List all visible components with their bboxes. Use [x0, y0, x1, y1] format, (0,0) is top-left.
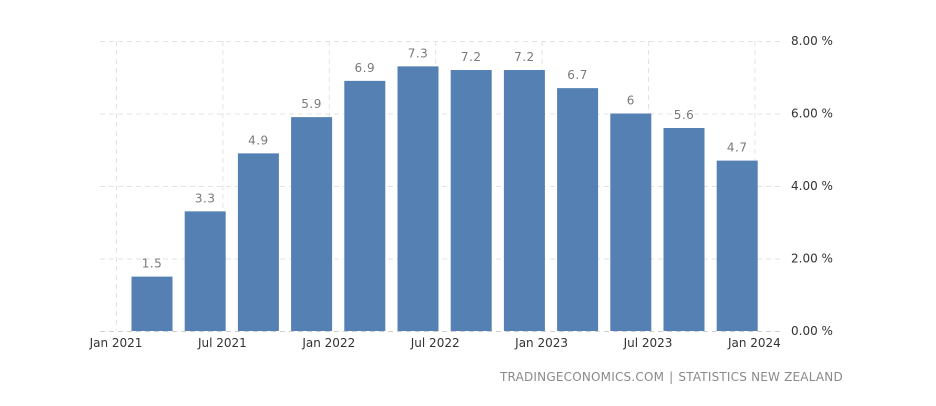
source-site: TRADINGECONOMICS.COM — [500, 370, 665, 384]
data-label-6: 7.3 — [408, 46, 429, 60]
data-label-3: 4.9 — [248, 133, 269, 147]
bar-3 — [237, 153, 279, 331]
data-label-4: 5.9 — [301, 97, 322, 111]
bar-11 — [663, 128, 705, 331]
data-label-5: 6.9 — [355, 61, 376, 75]
bar-12 — [716, 160, 758, 331]
x-tick-label: Jan 2021 — [89, 336, 143, 350]
x-tick-label: Jan 2022 — [301, 336, 355, 350]
bar-9 — [557, 88, 599, 331]
bar-10 — [610, 113, 652, 331]
bar-2 — [184, 211, 226, 331]
data-label-11: 5.6 — [674, 108, 695, 122]
x-tick-label: Jan 2023 — [514, 336, 568, 350]
bar-1 — [131, 276, 173, 331]
bar-8 — [503, 70, 545, 331]
data-label-9: 6.7 — [567, 68, 588, 82]
bar-4 — [291, 117, 333, 331]
y-tick-label: 0.00 % — [791, 324, 833, 338]
source-provider: STATISTICS NEW ZEALAND — [678, 370, 843, 384]
bar-7 — [450, 70, 492, 331]
data-label-2: 3.3 — [195, 191, 216, 205]
y-tick-label: 2.00 % — [791, 252, 833, 266]
data-label-10: 6 — [627, 94, 635, 108]
x-tick-label: Jul 2023 — [623, 336, 673, 350]
data-label-7: 7.2 — [461, 50, 482, 64]
source-separator: | — [669, 370, 674, 384]
bar-5 — [344, 80, 386, 331]
y-tick-label: 8.00 % — [791, 34, 833, 48]
x-tick-label: Jul 2022 — [410, 336, 460, 350]
source-attribution: TRADINGECONOMICS.COM | STATISTICS NEW ZEAL… — [500, 370, 860, 384]
bar-6 — [397, 66, 439, 331]
y-tick-label: 6.00 % — [791, 107, 833, 121]
x-tick-label: Jan 2024 — [727, 336, 781, 350]
x-tick-label: Jul 2021 — [197, 336, 247, 350]
data-label-12: 4.7 — [727, 141, 748, 155]
data-label-8: 7.2 — [514, 50, 535, 64]
y-tick-label: 4.00 % — [791, 179, 833, 193]
data-label-1: 1.5 — [142, 257, 163, 271]
